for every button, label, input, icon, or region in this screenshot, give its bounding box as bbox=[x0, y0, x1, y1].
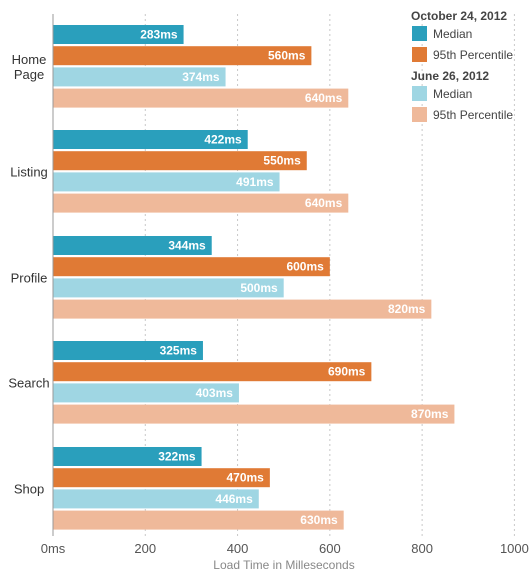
bar-value-label: 630ms bbox=[300, 513, 338, 527]
legend-swatch bbox=[412, 86, 427, 101]
bar bbox=[53, 362, 372, 382]
bar-value-label: 690ms bbox=[328, 365, 366, 379]
bar-value-label: 322ms bbox=[158, 450, 196, 464]
bar bbox=[53, 278, 284, 298]
bar bbox=[53, 468, 270, 488]
bar-value-label: 374ms bbox=[182, 70, 220, 84]
category-label: Shop bbox=[14, 481, 44, 496]
bar bbox=[53, 341, 203, 360]
bar-value-label: 600ms bbox=[286, 260, 324, 274]
bar bbox=[53, 88, 349, 108]
bar bbox=[53, 447, 202, 466]
bar bbox=[53, 172, 280, 192]
bar bbox=[53, 25, 184, 44]
x-tick-label: 800 bbox=[411, 541, 433, 556]
legend-label: 95th Percentile bbox=[433, 108, 513, 122]
bar bbox=[53, 299, 432, 319]
bar-value-label: 283ms bbox=[140, 28, 178, 42]
bar-value-label: 640ms bbox=[305, 196, 343, 210]
bar bbox=[53, 383, 239, 403]
x-axis-title: Load Time in Milleseconds bbox=[213, 558, 354, 572]
category-labels: Home Page Listing Profile Search Shop bbox=[8, 52, 49, 496]
bar-value-label: 344ms bbox=[168, 239, 206, 253]
legend-group-title: June 26, 2012 bbox=[411, 69, 489, 83]
bars: 283ms 560ms 374ms 640ms 422ms 550ms 491ms 640ms… bbox=[53, 25, 455, 530]
legend-label: 95th Percentile bbox=[433, 48, 513, 62]
bar bbox=[53, 193, 349, 213]
x-tick-label: 400 bbox=[227, 541, 249, 556]
legend-swatch bbox=[412, 26, 427, 41]
bar-value-label: 820ms bbox=[388, 302, 426, 316]
category-label: Listing bbox=[10, 164, 48, 179]
bar-value-label: 491ms bbox=[236, 175, 274, 189]
bar bbox=[53, 257, 330, 277]
category-label: Profile bbox=[11, 270, 48, 285]
bar bbox=[53, 404, 455, 424]
legend-label: Median bbox=[433, 27, 472, 41]
legend-group-title: October 24, 2012 bbox=[411, 9, 507, 23]
bar-value-label: 560ms bbox=[268, 49, 306, 63]
x-tick-label: 600 bbox=[319, 541, 341, 556]
category-label: Search bbox=[8, 375, 49, 390]
bar-value-label: 422ms bbox=[204, 133, 242, 147]
x-tick-label: 1000 bbox=[500, 541, 529, 556]
bar bbox=[53, 67, 226, 87]
bar-value-label: 870ms bbox=[411, 407, 449, 421]
bar bbox=[53, 130, 248, 149]
bar bbox=[53, 46, 312, 66]
x-tick-label: 200 bbox=[134, 541, 156, 556]
legend-swatch bbox=[412, 47, 427, 62]
bar bbox=[53, 510, 344, 530]
bar-value-label: 325ms bbox=[160, 344, 198, 358]
legend-swatch bbox=[412, 107, 427, 122]
bar-value-label: 500ms bbox=[240, 281, 278, 295]
bar-value-label: 403ms bbox=[196, 386, 234, 400]
bar-value-label: 550ms bbox=[263, 154, 301, 168]
legend-label: Median bbox=[433, 87, 472, 101]
x-axis-ticks: 0ms 200 400 600 800 1000 bbox=[41, 541, 529, 556]
x-tick-label: 0ms bbox=[41, 541, 66, 556]
bar bbox=[53, 151, 307, 171]
category-label: Home Page bbox=[12, 52, 47, 82]
legend: October 24, 2012 Median 95th Percentile Jun… bbox=[411, 9, 513, 122]
bar-value-label: 446ms bbox=[215, 492, 253, 506]
bar-value-label: 470ms bbox=[226, 471, 264, 485]
bar bbox=[53, 489, 259, 509]
bar bbox=[53, 236, 212, 255]
bar-value-label: 640ms bbox=[305, 91, 343, 105]
